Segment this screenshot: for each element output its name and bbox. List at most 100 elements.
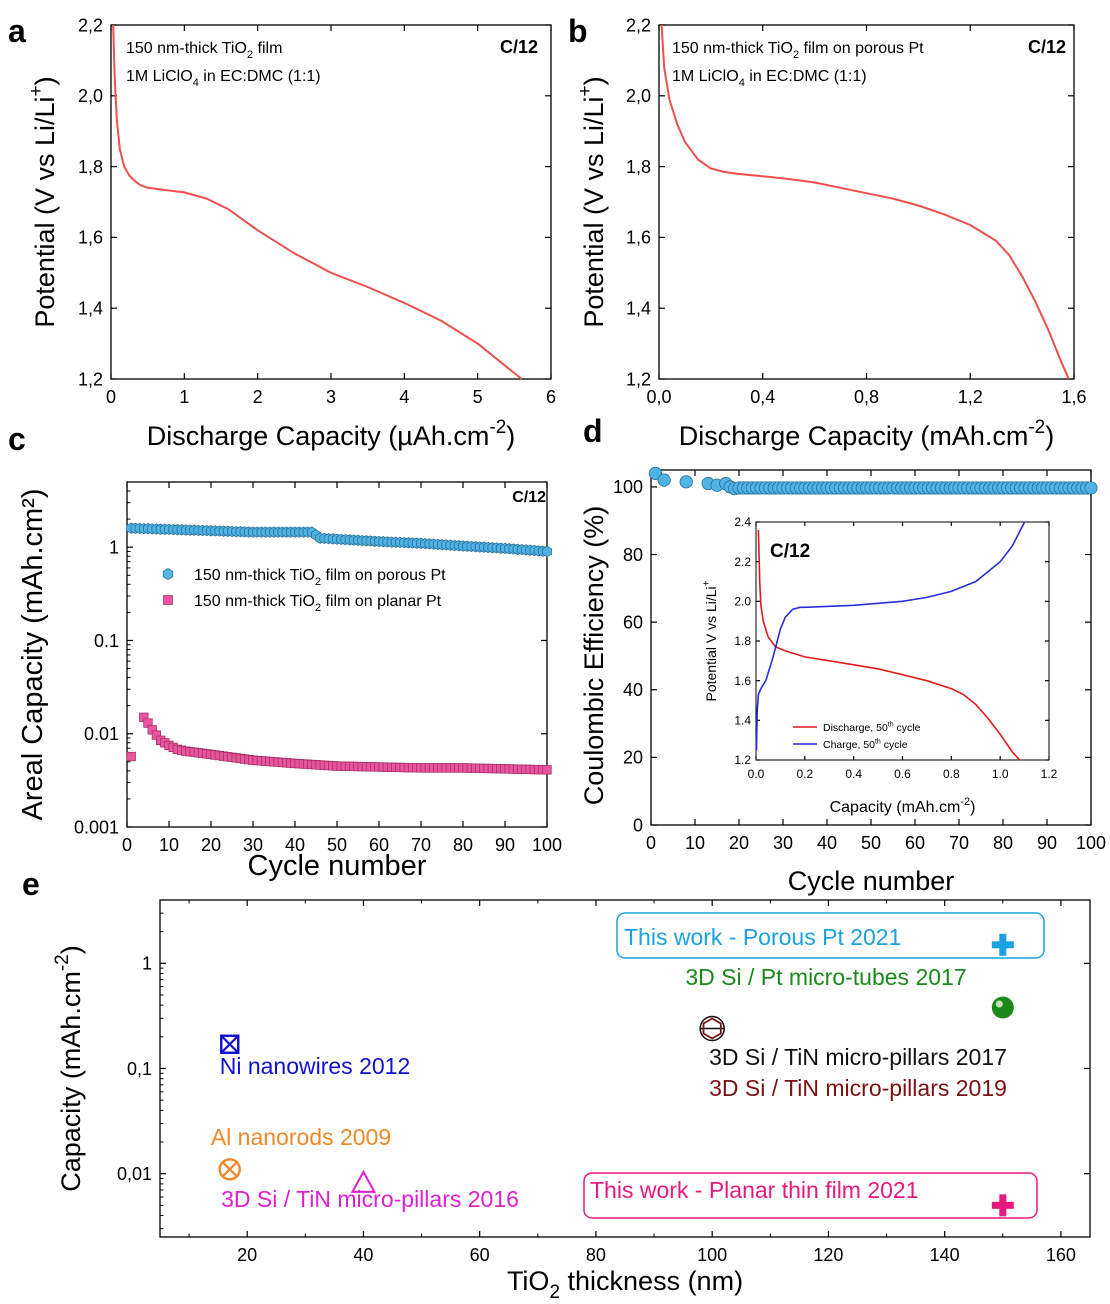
x-tick-label: 100	[1076, 833, 1106, 853]
legend-label-charge-part: Charge, 50	[823, 739, 875, 751]
y-tick-label: 1,2	[78, 369, 103, 389]
y-tick-label: 1.6	[734, 674, 751, 688]
annotation-text-part: 1M LiClO	[672, 68, 739, 85]
annotation-text: 1M LiClO4 in EC:DMC (1:1)	[126, 68, 321, 89]
x-tick-label: 60	[369, 835, 389, 855]
y-axis-label-part: )	[56, 945, 86, 954]
porous-pt-point	[542, 545, 552, 558]
x-tick-label: 0,0	[646, 387, 671, 407]
y-axis-label: Potential (V vs Li/Li+)	[26, 76, 60, 327]
x-tick-label: 1,6	[1061, 387, 1086, 407]
legend-label-planar-part: 2	[315, 602, 321, 614]
x-tick-label: 140	[930, 1245, 960, 1265]
x-tick-label: 30	[773, 833, 793, 853]
annotation-text: 150 nm-thick TiO2 film on porous Pt	[672, 40, 924, 61]
legend-label-discharge-part: Discharge, 50	[823, 722, 888, 734]
rate-label: C/12	[500, 37, 538, 57]
coulombic-efficiency-point	[657, 473, 671, 487]
y-tick-label: 0	[633, 815, 643, 835]
y-tick-label: 60	[623, 612, 643, 632]
x-tick-label: 5	[473, 387, 483, 407]
legend-label-porous-part: 2	[315, 576, 321, 588]
x-tick-label: 160	[1046, 1245, 1076, 1265]
y-tick-label: 2,2	[78, 15, 103, 35]
y-axis-label-part: -2	[52, 954, 73, 971]
x-tick-label: 80	[993, 833, 1013, 853]
x-tick-label: 60	[905, 833, 925, 853]
annotation-text-part: film	[253, 40, 282, 57]
x-tick-label: 40	[353, 1245, 373, 1265]
x-tick-label: 4	[399, 387, 409, 407]
x-axis-label-part: Discharge Capacity (µAh.cm	[147, 421, 490, 451]
annotation-text: 1M LiClO4 in EC:DMC (1:1)	[672, 68, 867, 89]
legend-label-charge-part: th	[875, 738, 881, 745]
inset-x-axis-label: Capacity (mAh.cm-2)	[830, 796, 976, 816]
triangle-marker-pillars2016	[350, 1169, 377, 1193]
discharge-curve	[112, 24, 523, 380]
x-tick-label: 0	[122, 835, 132, 855]
x-tick-label: 90	[495, 835, 515, 855]
x-tick-label: 40	[817, 833, 837, 853]
y-axis-label-part: )	[579, 76, 609, 85]
y-tick-label: 2.0	[734, 595, 751, 609]
x-axis-label: Cycle number	[248, 850, 427, 882]
coulombic-efficiency-point	[679, 475, 693, 489]
x-tick-label: 2	[253, 387, 263, 407]
y-axis-label-part: )	[30, 76, 60, 85]
inset-x-axis-label-part: )	[970, 799, 975, 816]
x-tick-label: 0.6	[894, 767, 911, 781]
label-box-planar	[583, 1172, 1038, 1219]
y-tick-label: 2,0	[78, 86, 103, 106]
x-axis-label-part: -2	[1028, 417, 1045, 438]
x-axis-label-part: )	[1045, 421, 1054, 451]
circle-x-marker-al	[218, 1158, 241, 1181]
point-label-porous: This work - Porous Pt 2021	[624, 924, 901, 950]
x-tick-label: 40	[285, 835, 305, 855]
x-tick-label: 80	[453, 835, 473, 855]
y-tick-label: 1	[109, 537, 119, 557]
point-label-pillars2017: 3D Si / TiN micro-pillars 2017	[709, 1044, 1007, 1070]
x-tick-label: 0	[106, 387, 116, 407]
legend-label-planar-part: film on planar Pt	[321, 593, 442, 610]
x-tick-label: 70	[411, 835, 431, 855]
discharge-curve	[757, 529, 1021, 761]
rate-label: C/12	[770, 541, 810, 562]
x-axis-label-part: thickness (nm)	[560, 1266, 743, 1296]
y-tick-label: 0,1	[127, 1059, 152, 1079]
inset-y-axis-label-part: Potential V vs Li/Li	[703, 586, 719, 701]
legend-label-discharge: Discharge, 50th cycle	[823, 721, 921, 734]
panel-a: 0 1 2 3 4 5 6 1,2 1,4 1,6 1,8 2,0 2,2 a 150 nm-thick T…	[8, 13, 556, 451]
plus-marker-planar	[999, 1194, 1007, 1217]
legend-label-porous: 150 nm-thick TiO2 film on porous Pt	[194, 567, 446, 588]
square-x-marker-ni	[220, 1034, 240, 1054]
point-label-pillars2019: 3D Si / TiN micro-pillars 2019	[709, 1075, 1007, 1101]
point-label-microtubes: 3D Si / Pt micro-tubes 2017	[685, 964, 966, 990]
annotation-text-part: in EC:DMC (1:1)	[745, 68, 867, 85]
annotation-text-part: in EC:DMC (1:1)	[199, 68, 321, 85]
coulombic-efficiency-point	[648, 466, 663, 480]
y-tick-label: 0.1	[94, 631, 119, 651]
point-label-ni: Ni nanowires 2012	[220, 1053, 411, 1079]
y-tick-label: 2,2	[626, 15, 651, 35]
x-tick-label: 1,2	[958, 387, 983, 407]
x-axis-label-part: 2	[549, 1282, 560, 1303]
x-tick-label: 1	[179, 387, 189, 407]
x-tick-label: 50	[861, 833, 881, 853]
x-tick-label: 10	[159, 835, 179, 855]
x-tick-label: 1.0	[992, 767, 1009, 781]
annotation-text-part: 2	[247, 49, 253, 61]
y-tick-label: 1,8	[626, 157, 651, 177]
legend-marker-planar	[163, 595, 173, 605]
y-tick-label: 1,4	[626, 299, 651, 319]
point-label-al: Al nanorods 2009	[211, 1124, 391, 1150]
legend-label-porous-part: 150 nm-thick TiO	[194, 567, 315, 584]
y-tick-label: 1.8	[734, 634, 751, 648]
x-tick-label: 20	[201, 835, 221, 855]
x-axis-label: Discharge Capacity (µAh.cm-2)	[147, 417, 516, 451]
inset-chart: 0.0 0.2 0.4 0.6 0.8 1.0 1.2 1.2 1.4 1.6 1.8 2.0 2.2 2…	[702, 515, 1058, 816]
x-tick-label: 10	[685, 833, 705, 853]
planar-pt-point	[126, 751, 136, 762]
point-label-pillars2016: 3D Si / TiN micro-pillars 2016	[221, 1186, 519, 1212]
plus-marker-porous	[999, 933, 1007, 956]
